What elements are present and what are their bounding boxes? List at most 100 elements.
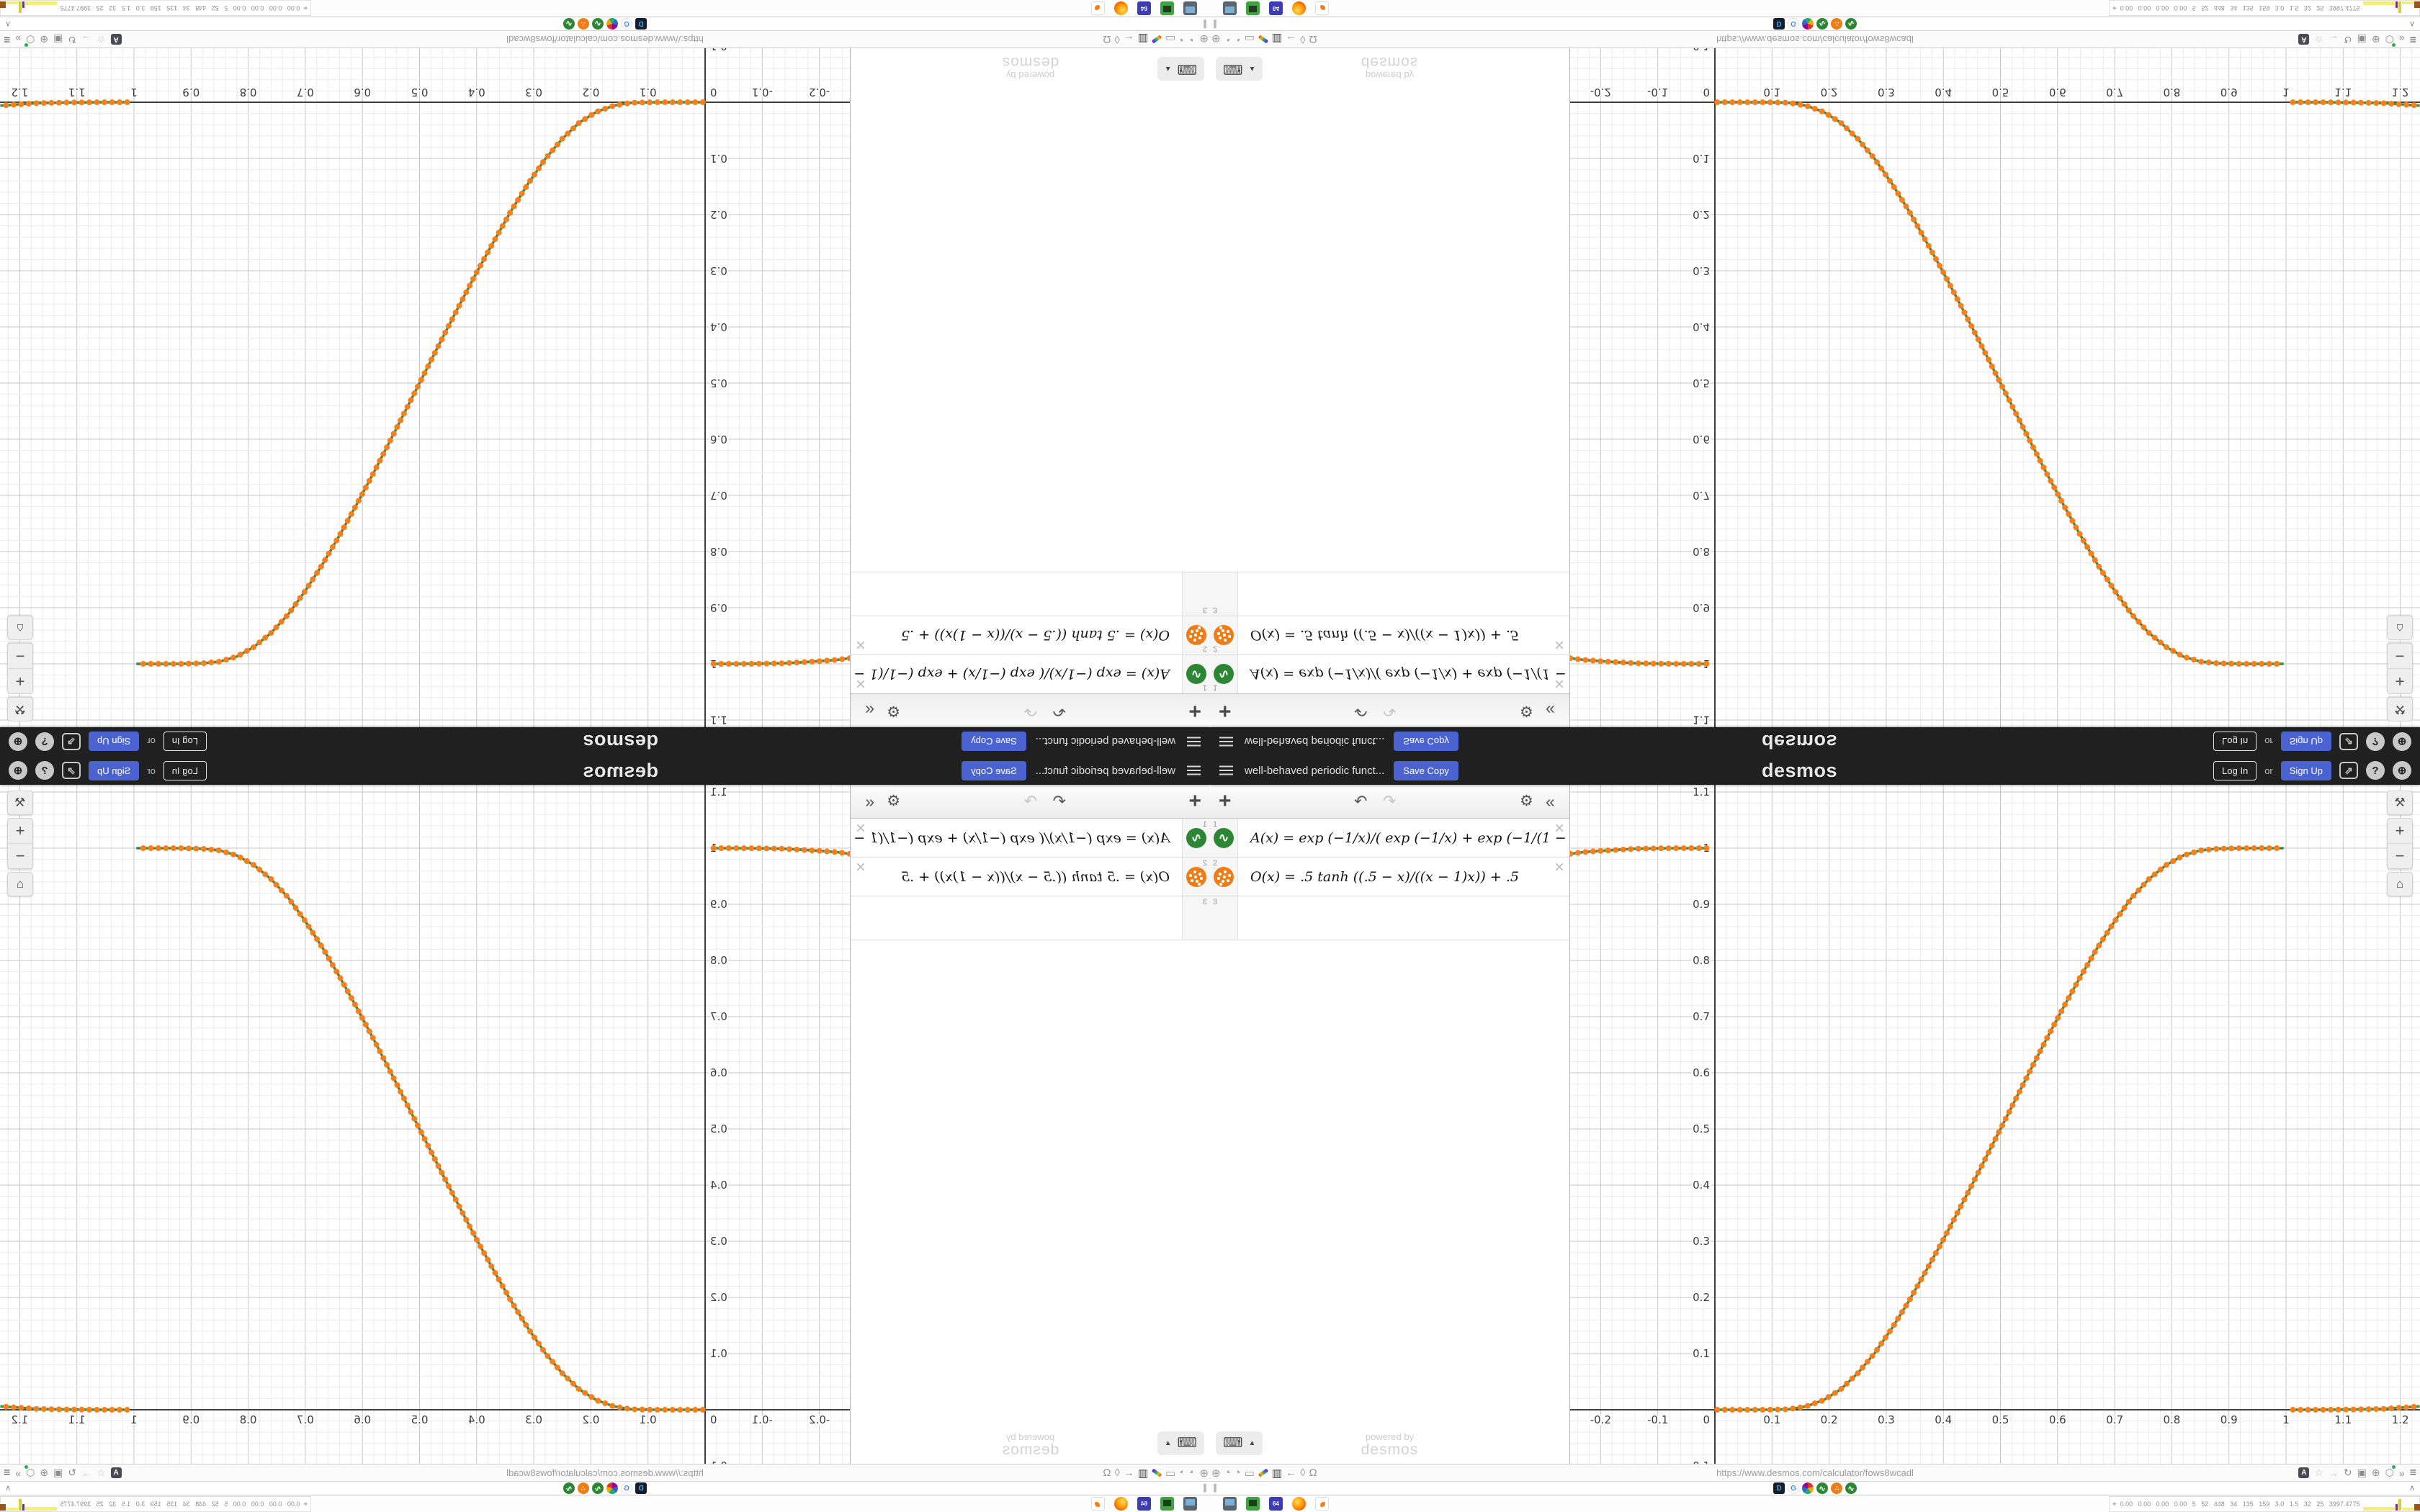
zoom-in-button[interactable]: + (8, 819, 32, 844)
expression-2-rail[interactable]: 2 (1210, 858, 1238, 896)
expression-2-rail[interactable]: 2 (1182, 616, 1210, 654)
graph-canvas[interactable]: -0.2 -0.1 0.1 0.2 0.3 0.4 0.5 0.6 0.7 0.8 0.9 1 1.1 1… (0, 784, 853, 1474)
default-zoom-home-button[interactable]: ⌂ (2387, 616, 2413, 640)
blender-app-icon[interactable] (1315, 1497, 1329, 1511)
lock-icon[interactable]: Ω (1103, 1467, 1111, 1479)
gauge-icon[interactable]: ◔ (1224, 33, 1231, 45)
overflow-chevrons-icon[interactable]: » (2398, 33, 2405, 45)
expression-3-formula[interactable] (851, 896, 1182, 940)
default-zoom-home-button[interactable]: ⌂ (7, 616, 33, 640)
globe-language-icon[interactable]: ⊕ (2393, 732, 2411, 751)
login-button[interactable]: Log In (163, 760, 207, 780)
tab-pinwheel-favicon[interactable] (606, 18, 618, 30)
redo-button[interactable]: ↷ (1023, 792, 1037, 810)
expression-2-close-icon[interactable]: × (1554, 635, 1564, 654)
firefox-app-icon[interactable] (1114, 1, 1128, 15)
graph-settings-wrench-button[interactable]: ⚒ (7, 697, 33, 721)
zoom-out-button[interactable]: − (2395, 647, 2405, 665)
expression-2-close-icon[interactable]: × (856, 858, 866, 877)
back-arrow-icon[interactable]: ← (1123, 33, 1134, 45)
hamburger-menu-icon[interactable] (1186, 765, 1201, 775)
globe-icon[interactable]: ⊕ (1211, 1467, 1221, 1480)
help-icon[interactable]: ? (35, 761, 54, 780)
graph-canvas[interactable]: -0.2 -0.1 0.1 0.2 0.3 0.4 0.5 0.6 0.7 0.8 0.9 1 1.1 1… (0, 38, 853, 728)
desmos-logo[interactable]: desmos (582, 731, 658, 752)
expression-row-2[interactable]: 2 O(x) = .5 tanh ((.5 − x)/((x − 1)x)) +… (851, 858, 1210, 896)
blender-app-icon[interactable] (1315, 1, 1329, 15)
share-icon[interactable]: ⇗ (2339, 733, 2358, 750)
tab-dark-d-favicon[interactable]: D (635, 18, 647, 30)
lock-icon[interactable]: Ω (1309, 1467, 1317, 1479)
expression-row-3[interactable]: 3 (851, 572, 1210, 616)
keyboard-toggle-button[interactable]: ⌨ ▲ (1216, 1431, 1263, 1455)
graph-settings-wrench-button[interactable]: ⚒ (7, 791, 33, 815)
tab-strip-grip[interactable]: ∥ (1202, 1482, 1207, 1493)
menu-hamburger-icon[interactable]: ≡ (2409, 33, 2416, 46)
login-button[interactable]: Log In (163, 732, 207, 752)
share-icon[interactable]: ⇗ (62, 733, 81, 750)
tab-google-favicon[interactable]: G (1788, 18, 1799, 30)
expression-1-rail[interactable]: 1 ∿ (1182, 655, 1210, 693)
tab-orange-dots-favicon[interactable]: ∴ (1831, 1482, 1842, 1494)
reload-icon[interactable]: ↻ (2343, 34, 2352, 45)
graph-title[interactable]: well-behaved periodic funct... (1035, 735, 1175, 748)
translate-icon[interactable]: A (2298, 1467, 2310, 1478)
shield-icon[interactable]: ◊ (1300, 33, 1306, 45)
firefox-app-icon[interactable] (1292, 1, 1306, 15)
gauge-icon[interactable]: ◔ (1189, 1467, 1196, 1479)
keyboard-toggle-button[interactable]: ⌨ ▲ (1216, 57, 1263, 81)
overflow-chevrons-icon[interactable]: » (15, 1467, 22, 1479)
translate-icon[interactable]: A (110, 34, 122, 45)
bookmark-star-icon[interactable]: ☆ (97, 34, 106, 45)
redo-button[interactable]: ↷ (1383, 702, 1397, 720)
back-arrow-icon[interactable]: ← (1286, 33, 1297, 45)
save-copy-button[interactable]: Save Copy (1394, 760, 1458, 780)
add-expression-button[interactable]: + (1188, 789, 1201, 813)
firefox-app-icon[interactable] (1114, 1497, 1128, 1511)
site-globe-icon[interactable]: ⊕ (40, 34, 49, 45)
collapse-chevron-icon[interactable]: ∧ (5, 19, 12, 28)
project64-app-icon[interactable]: 64 (1269, 1, 1283, 15)
expression-2-formula[interactable]: O(x) = .5 tanh ((.5 − x)/((x − 1)x)) + .… (901, 868, 1170, 885)
browser-url-bar[interactable]: https://www.desmos.com/calculator/fows8w… (0, 1464, 1210, 1481)
blender-app-icon[interactable] (1091, 1, 1105, 15)
zoom-in-button[interactable]: + (2388, 668, 2412, 693)
folder-icon[interactable]: ▭ (1244, 32, 1255, 45)
site-globe-icon[interactable]: ⊕ (2371, 34, 2380, 45)
default-zoom-home-button[interactable]: ⌂ (7, 872, 33, 896)
forward-arrow-icon[interactable]: → (2328, 33, 2339, 45)
expression-1-rail[interactable]: 1 ∿ (1182, 819, 1210, 857)
monitor-app-icon[interactable] (1183, 1, 1197, 15)
extension-icon[interactable]: ⬡ (2385, 34, 2396, 47)
browser-url-bar[interactable]: https://www.desmos.com/calculator/fows8w… (1210, 1464, 2420, 1481)
project64-app-icon[interactable]: 64 (1137, 1, 1151, 15)
expression-3-rail[interactable]: 3 (1182, 896, 1210, 940)
globe-language-icon[interactable]: ⊕ (2393, 761, 2411, 780)
expression-2-formula[interactable]: O(x) = .5 tanh ((.5 − x)/((x − 1)x)) + .… (901, 627, 1170, 644)
monitor-app-icon[interactable] (1223, 1497, 1237, 1511)
login-button[interactable]: Log In (2213, 732, 2257, 752)
gauge-icon[interactable]: ◔ (1224, 1467, 1231, 1479)
graph-settings-wrench-button[interactable]: ⚒ (2387, 697, 2413, 721)
expression-row-3[interactable]: 3 (1210, 572, 1569, 616)
graph-paper[interactable]: -0.2 -0.1 0.1 0.2 0.3 0.4 0.5 0.6 0.7 0.8 0.9 1 1.1 1… (0, 784, 853, 1474)
bookmark-star-icon[interactable]: ☆ (2314, 1467, 2323, 1478)
trash-icon[interactable]: ▥ (1271, 32, 1283, 45)
tab-strip-grip[interactable]: ∥ (1213, 1482, 1218, 1493)
expression-2-orange-dots-icon[interactable] (1186, 625, 1206, 645)
tab-google-favicon[interactable]: G (621, 18, 632, 30)
expression-3-rail[interactable]: 3 (1210, 572, 1238, 616)
save-copy-button[interactable]: Save Copy (962, 760, 1026, 780)
expression-1-close-icon[interactable]: × (1554, 674, 1564, 693)
hamburger-menu-icon[interactable] (1186, 737, 1201, 747)
tab-desmos-favicon-2[interactable]: ∿ (1845, 1482, 1857, 1494)
expression-1-green-wave-icon[interactable]: ∿ (1186, 664, 1206, 684)
color-pen-icon[interactable] (1258, 1468, 1269, 1477)
color-pen-icon[interactable] (1151, 1468, 1162, 1477)
project64-app-icon[interactable]: 64 (1269, 1497, 1283, 1511)
collapse-panel-button[interactable]: « (865, 701, 874, 720)
expression-row-1[interactable]: 1 ∿ A(x) = exp (−1/x)/( exp (−1/x) + exp… (1210, 819, 1569, 858)
translate-icon[interactable]: A (2298, 34, 2310, 45)
lock-icon[interactable]: Ω (1103, 33, 1111, 45)
expression-row-1[interactable]: 1 ∿ A(x) = exp (−1/x)/( exp (−1/x) + exp… (851, 654, 1210, 693)
